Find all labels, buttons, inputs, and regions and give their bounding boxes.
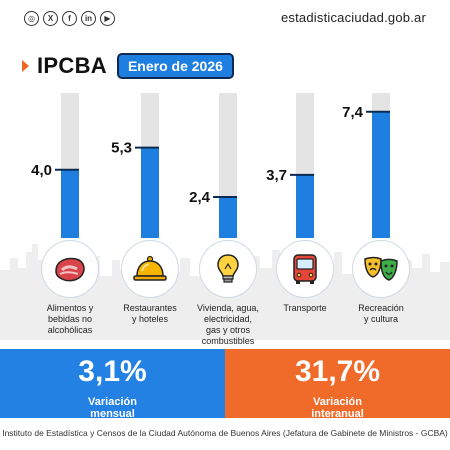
monthly-variation-label: Variación mensual bbox=[88, 396, 137, 420]
bar-2 bbox=[219, 197, 237, 238]
category-label-line: Recreación bbox=[358, 303, 404, 313]
facebook-icon[interactable]: f bbox=[62, 11, 77, 26]
category-label-line: electricidad, bbox=[203, 314, 253, 324]
chevron-right-icon bbox=[22, 60, 29, 72]
youtube-icon[interactable]: ▶ bbox=[100, 11, 115, 26]
bar-value-label: 2,4 bbox=[189, 189, 211, 206]
theater-masks-icon bbox=[352, 240, 410, 298]
category-label-line: Restaurantes bbox=[123, 303, 177, 313]
annual-variation-panel: 31,7% Variación interanual bbox=[225, 349, 450, 420]
category-label-line: y cultura bbox=[363, 314, 398, 324]
category-label-line: bebidas no bbox=[47, 314, 93, 324]
bar-3 bbox=[296, 174, 314, 238]
page-title: IPCBA bbox=[37, 53, 107, 78]
category-label: Recreación y cultura bbox=[336, 303, 426, 325]
category-label-line: y hoteles bbox=[131, 314, 169, 324]
category-label-line: alcohólicas bbox=[47, 325, 93, 335]
site-url[interactable]: estadisticaciudad.gob.ar bbox=[280, 10, 426, 25]
bus-icon bbox=[276, 240, 334, 298]
category-label-line: gas y otros bbox=[205, 325, 251, 335]
category-label: Alimentos y bebidas no alcohólicas bbox=[25, 303, 115, 336]
instagram-icon[interactable]: ◎ bbox=[24, 11, 39, 26]
bar-0 bbox=[61, 169, 79, 238]
monthly-variation-value: 3,1% bbox=[78, 355, 147, 388]
bar-value-label: 3,7 bbox=[266, 167, 287, 184]
x-icon[interactable]: X bbox=[43, 11, 58, 26]
bar-value-label: 7,4 bbox=[342, 104, 364, 121]
category-label-line: Vivienda, agua, bbox=[197, 303, 259, 313]
monthly-variation-panel: 3,1% Variación mensual bbox=[0, 349, 225, 420]
title-row: IPCBA Enero de 2026 bbox=[22, 53, 234, 79]
lightbulb-icon bbox=[199, 240, 257, 298]
category-label-line: Alimentos y bbox=[46, 303, 94, 313]
social-icons: ◎ X f in ▶ bbox=[24, 11, 115, 26]
category-label: Vivienda, agua, electricidad, gas y otros c… bbox=[183, 303, 273, 347]
cloche-icon bbox=[121, 240, 179, 298]
category-label: Restaurantes y hoteles bbox=[105, 303, 195, 325]
source-credit: Instituto de Estadística y Censos de la … bbox=[2, 428, 448, 438]
annual-variation-value: 31,7% bbox=[294, 355, 381, 388]
bar-value-label: 5,3 bbox=[111, 140, 132, 157]
period-badge: Enero de 2026 bbox=[116, 53, 234, 79]
linkedin-icon[interactable]: in bbox=[81, 11, 96, 26]
bar-1 bbox=[141, 147, 159, 238]
bar-value-label: 4,0 bbox=[31, 162, 52, 179]
category-label: Transporte bbox=[260, 303, 350, 314]
category-label-line: Transporte bbox=[283, 303, 327, 313]
meat-icon bbox=[41, 240, 99, 298]
annual-variation-label: Variación interanual bbox=[311, 396, 364, 420]
category-label-line: combustibles bbox=[201, 336, 255, 346]
bar-4 bbox=[372, 111, 390, 238]
